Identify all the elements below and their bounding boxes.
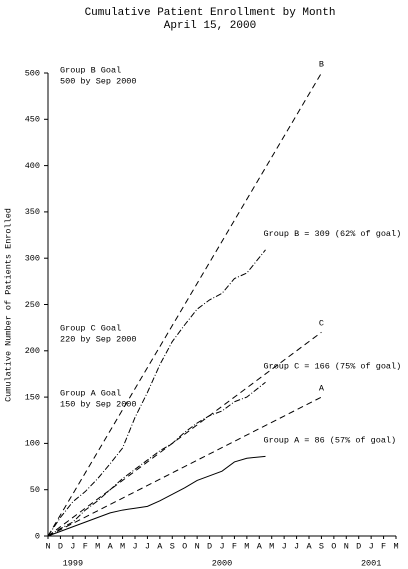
x-tick-label: O [182,541,187,551]
x-tick-label: O [331,541,336,551]
x-tick-label: M [120,541,125,551]
y-tick-label: 200 [25,346,40,356]
annotation: 500 by Sep 2000 [60,76,137,86]
x-tick-label: N [45,541,50,551]
y-tick-label: 350 [25,207,40,217]
x-tick-label: J [369,541,374,551]
y-tick-label: 50 [30,485,40,495]
x-tick-label: A [108,541,114,551]
annotation: Group B Goal [60,65,121,75]
y-tick-label: 100 [25,439,40,449]
x-tick-label: S [319,541,324,551]
year-label: 2001 [361,558,381,568]
x-tick-label: J [132,541,137,551]
x-tick-label: J [145,541,150,551]
series-end-label: Group C = 166 (75% of goal) [264,362,402,372]
x-tick-label: M [95,541,100,551]
y-tick-label: 450 [25,115,40,125]
y-tick-label: 400 [25,161,40,171]
year-label: 1999 [63,558,83,568]
x-tick-label: N [195,541,200,551]
y-tick-label: 250 [25,300,40,310]
x-tick-label: F [83,541,88,551]
y-axis-label: Cumulative Number of Patients Enrolled [3,208,13,402]
x-tick-label: J [70,541,75,551]
series-line [47,249,266,537]
x-tick-label: J [219,541,224,551]
x-tick-label: A [257,541,263,551]
x-tick-label: J [282,541,287,551]
y-tick-label: 0 [35,531,40,541]
chart-title: Cumulative Patient Enrollment by Month [85,7,336,19]
series-end-label: Group A = 86 (57% of goal) [264,436,397,446]
series-line [47,455,266,537]
annotation: Group C Goal [60,323,121,333]
series-line [47,381,266,537]
year-label: 2000 [212,558,232,568]
series-end-label: Group B = 309 (62% of goal) [264,229,402,239]
series-line [47,396,322,537]
x-tick-label: D [356,541,361,551]
annotation: 220 by Sep 2000 [60,334,137,344]
x-tick-label: D [58,541,63,551]
goal-end-label: A [319,383,325,393]
x-tick-label: D [207,541,212,551]
y-tick-label: 150 [25,392,40,402]
goal-end-label: B [319,59,324,69]
x-tick-label: F [381,541,386,551]
y-tick-label: 500 [25,68,40,78]
x-tick-label: A [306,541,312,551]
x-tick-label: M [244,541,249,551]
x-tick-label: A [157,541,163,551]
annotation: 150 by Sep 2000 [60,399,137,409]
chart-subtitle: April 15, 2000 [164,20,256,32]
goal-end-label: C [319,319,324,329]
x-tick-label: N [344,541,349,551]
x-tick-label: S [170,541,175,551]
x-tick-label: J [294,541,299,551]
x-tick-label: M [393,541,398,551]
y-tick-label: 300 [25,253,40,263]
annotation: Group A Goal [60,388,121,398]
series-line [47,331,322,537]
x-tick-label: F [232,541,237,551]
x-tick-label: M [269,541,274,551]
